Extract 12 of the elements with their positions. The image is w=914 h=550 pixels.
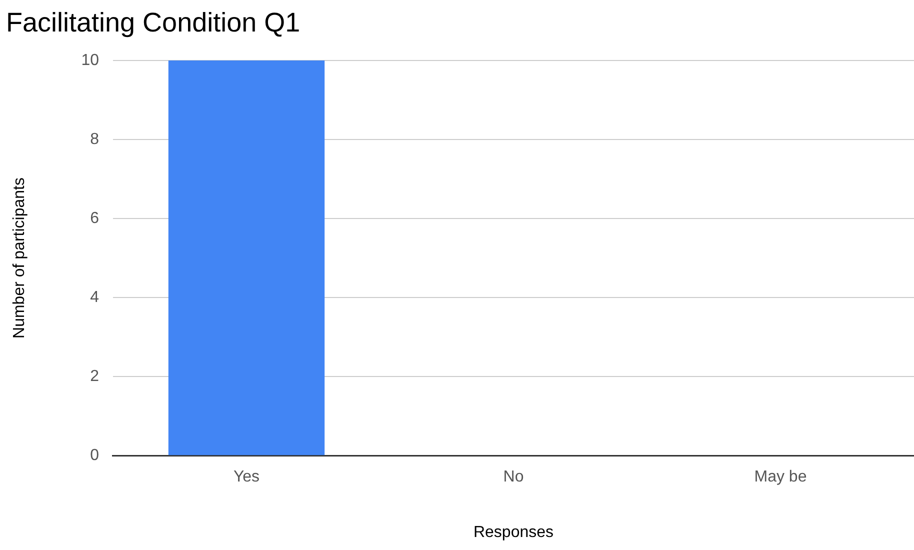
- x-tick-label: Yes: [233, 468, 260, 486]
- y-tick-label: 6: [90, 210, 100, 227]
- x-tick-label: No: [503, 468, 524, 486]
- x-tick-label: May be: [754, 468, 807, 486]
- chart-title: Facilitating Condition Q1: [6, 8, 300, 38]
- y-tick-label: 4: [90, 288, 100, 306]
- y-tick-label: 2: [90, 368, 100, 385]
- y-tick-label: 10: [81, 52, 100, 69]
- y-tick-label: 8: [90, 130, 100, 148]
- y-tick-label: 0: [90, 447, 100, 464]
- y-axis-title: Number of participants: [11, 178, 28, 338]
- x-axis-title: Responses: [473, 524, 554, 541]
